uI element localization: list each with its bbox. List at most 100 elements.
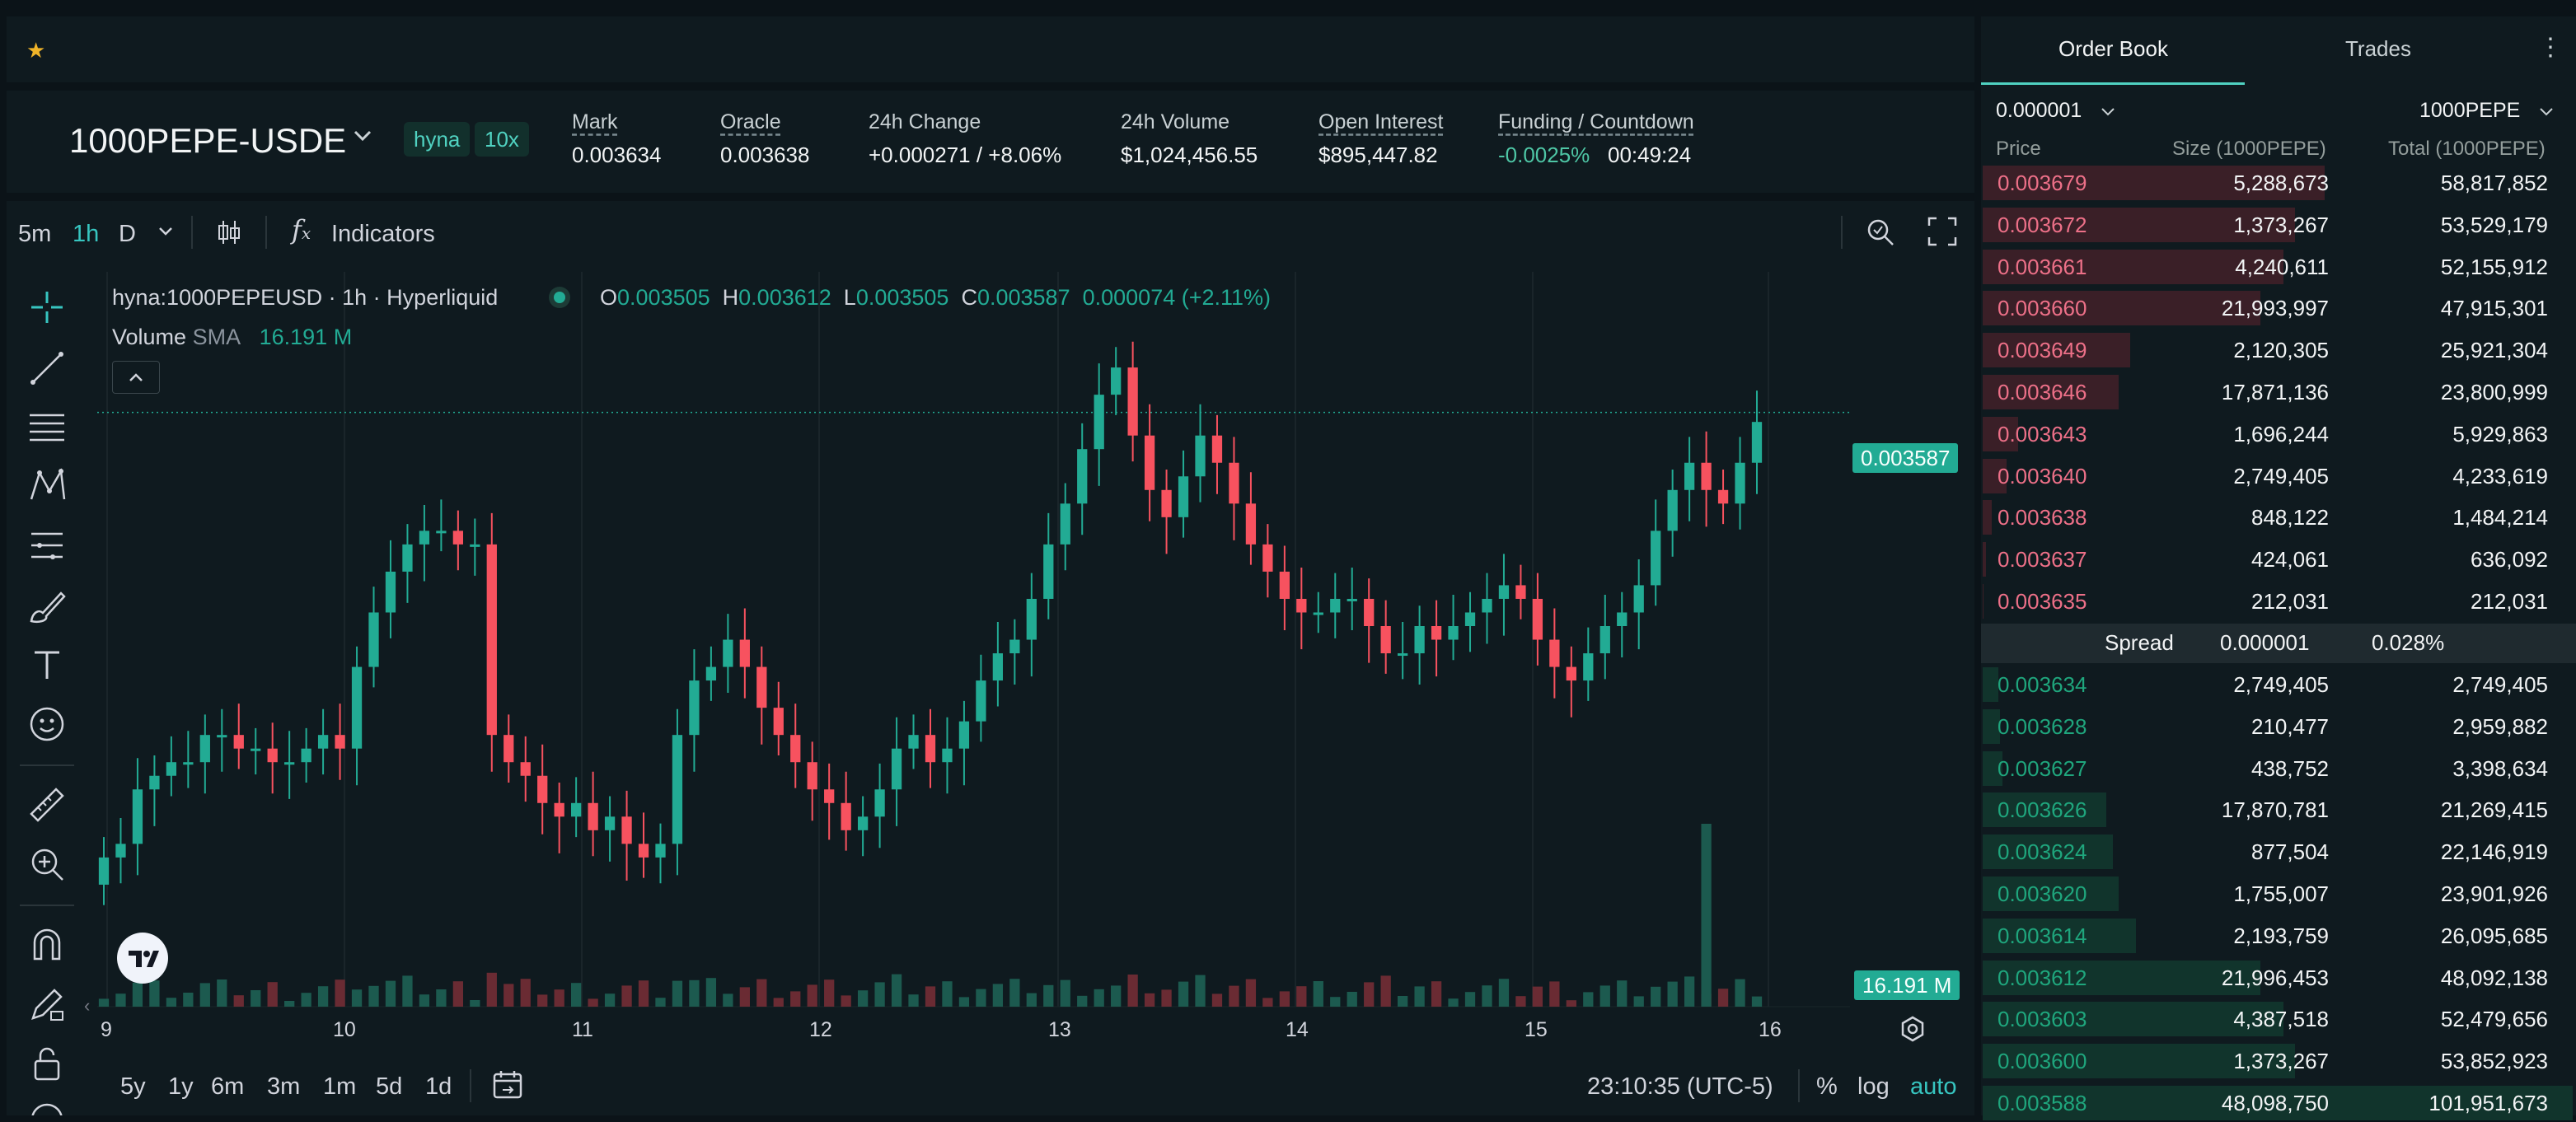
- candle-body: [705, 666, 717, 681]
- price-cell: 0.003634: [1998, 672, 2087, 697]
- tradingview-logo[interactable]: [117, 933, 168, 984]
- candle-body: [1583, 653, 1594, 681]
- text-icon[interactable]: [28, 646, 66, 684]
- magnet-icon[interactable]: [28, 926, 66, 964]
- volume-bar: [689, 979, 700, 1007]
- interval-d[interactable]: D: [119, 221, 136, 247]
- unit-select[interactable]: 1000PEPE: [2419, 99, 2555, 123]
- ruler-icon[interactable]: [28, 786, 66, 824]
- settings-icon[interactable]: [1899, 1015, 1927, 1050]
- chevron-down-icon[interactable]: [351, 124, 374, 152]
- leverage-badge[interactable]: 10x: [475, 122, 529, 157]
- crosshair-icon[interactable]: [28, 288, 66, 326]
- fib-lines-icon[interactable]: [28, 409, 66, 446]
- log-toggle[interactable]: log: [1857, 1073, 1890, 1100]
- volume-bar: [1617, 980, 1628, 1007]
- candle-body: [419, 531, 430, 545]
- ask-row[interactable]: 0.003646 17,871,136 23,800,999: [1981, 373, 2576, 411]
- interval-1h[interactable]: 1h: [73, 221, 100, 247]
- brush-icon[interactable]: [28, 587, 66, 624]
- candle-body: [183, 762, 194, 765]
- bid-row[interactable]: 0.003600 1,373,267 53,852,923: [1981, 1042, 2576, 1080]
- function-icon[interactable]: fx: [292, 214, 311, 245]
- ask-row[interactable]: 0.003635 212,031 212,031: [1981, 582, 2576, 620]
- bid-row[interactable]: 0.003620 1,755,007 23,901,926: [1981, 875, 2576, 913]
- range-1d[interactable]: 1d: [425, 1073, 452, 1100]
- volume-bar: [436, 989, 447, 1007]
- more-menu-icon[interactable]: ⋮: [2538, 34, 2563, 61]
- price-cell: 0.003600: [1998, 1049, 2087, 1074]
- market-symbol[interactable]: 1000PEPE-USDE: [69, 121, 347, 160]
- depth-bar: [1983, 960, 2260, 995]
- stat-oracle: Oracle 0.003638: [720, 110, 809, 168]
- chevron-down-icon[interactable]: [157, 218, 175, 246]
- total-cell: 48,092,138: [2440, 965, 2548, 990]
- bid-row[interactable]: 0.003603 4,387,518 52,479,656: [1981, 1000, 2576, 1038]
- fullscreen-icon[interactable]: [1927, 216, 1958, 254]
- candle-body: [470, 544, 480, 547]
- bid-row[interactable]: 0.003628 210,477 2,959,882: [1981, 708, 2576, 746]
- depth-bar: [1983, 291, 2260, 326]
- prediction-icon[interactable]: [28, 527, 66, 565]
- trend-line-icon[interactable]: [28, 349, 66, 387]
- ask-row[interactable]: 0.003638 848,122 1,484,214: [1981, 498, 2576, 536]
- bid-row[interactable]: 0.003627 438,752 3,398,634: [1981, 750, 2576, 788]
- volume-bar: [486, 972, 497, 1007]
- stat-label: 24h Volume: [1121, 110, 1230, 133]
- ask-row[interactable]: 0.003640 2,749,405 4,233,619: [1981, 457, 2576, 495]
- tick-size-select[interactable]: 0.000001: [1996, 99, 2117, 123]
- bid-row[interactable]: 0.003626 17,870,781 21,269,415: [1981, 791, 2576, 829]
- ask-row[interactable]: 0.003661 4,240,611 52,155,912: [1981, 248, 2576, 286]
- volume-bar: [773, 998, 784, 1007]
- candle-body: [942, 748, 953, 763]
- lock-icon[interactable]: [28, 1045, 66, 1082]
- percent-toggle[interactable]: %: [1816, 1073, 1838, 1100]
- volume-bar: [739, 987, 750, 1007]
- volume-bar: [1448, 998, 1459, 1007]
- eye-icon[interactable]: [28, 1101, 66, 1115]
- range-1m[interactable]: 1m: [323, 1073, 357, 1100]
- spread-label: Spread: [2105, 630, 2174, 655]
- ask-row[interactable]: 0.003637 424,061 636,092: [1981, 540, 2576, 578]
- auto-toggle[interactable]: auto: [1910, 1073, 1957, 1100]
- ask-row[interactable]: 0.003643 1,696,244 5,929,863: [1981, 415, 2576, 453]
- depth-bar: [1983, 918, 2137, 953]
- tab-trades[interactable]: Trades: [2345, 36, 2411, 61]
- range-3m[interactable]: 3m: [267, 1073, 301, 1100]
- tab-order-book[interactable]: Order Book: [2058, 36, 2168, 61]
- ask-row[interactable]: 0.003672 1,373,267 53,529,179: [1981, 206, 2576, 244]
- calendar-icon[interactable]: [491, 1068, 524, 1107]
- clock-time[interactable]: 23:10:35 (UTC-5): [1587, 1073, 1773, 1100]
- ask-row[interactable]: 0.003660 21,993,997 47,915,301: [1981, 289, 2576, 327]
- visibility-dot-icon[interactable]: [547, 285, 572, 316]
- indicators-button[interactable]: Indicators: [331, 221, 435, 247]
- bid-row[interactable]: 0.003612 21,996,453 48,092,138: [1981, 959, 2576, 997]
- volume-bar: [470, 1000, 480, 1007]
- bid-row[interactable]: 0.003588 48,098,750 101,951,673: [1981, 1084, 2576, 1122]
- pattern-icon[interactable]: [28, 466, 66, 504]
- spread-value: 0.000001: [2220, 630, 2310, 655]
- collapse-toolbar-icon[interactable]: ‹: [84, 995, 91, 1016]
- pencil-lock-icon[interactable]: [28, 985, 66, 1023]
- range-5y[interactable]: 5y: [120, 1073, 146, 1100]
- depth-bar: [1983, 667, 1999, 702]
- ask-row[interactable]: 0.003649 2,120,305 25,921,304: [1981, 331, 2576, 369]
- bid-row[interactable]: 0.003614 2,193,759 26,095,685: [1981, 917, 2576, 955]
- range-5d[interactable]: 5d: [376, 1073, 403, 1100]
- range-6m[interactable]: 6m: [211, 1073, 245, 1100]
- bid-row[interactable]: 0.003624 877,504 22,146,919: [1981, 833, 2576, 871]
- emoji-icon[interactable]: [28, 705, 66, 743]
- volume-bar: [655, 998, 666, 1007]
- zoom-in-icon[interactable]: [28, 845, 66, 883]
- star-icon[interactable]: ★: [26, 38, 46, 63]
- candle-style-icon[interactable]: [216, 218, 242, 253]
- zoom-search-icon[interactable]: [1864, 216, 1897, 255]
- ask-row[interactable]: 0.003679 5,288,673 58,817,852: [1981, 164, 2576, 202]
- range-1y[interactable]: 1y: [168, 1073, 194, 1100]
- interval-5m[interactable]: 5m: [18, 221, 52, 247]
- collapse-legend-button[interactable]: [112, 361, 160, 394]
- volume-bar: [251, 990, 261, 1007]
- depth-bar: [1983, 249, 2284, 284]
- bid-row[interactable]: 0.003634 2,749,405 2,749,405: [1981, 666, 2576, 704]
